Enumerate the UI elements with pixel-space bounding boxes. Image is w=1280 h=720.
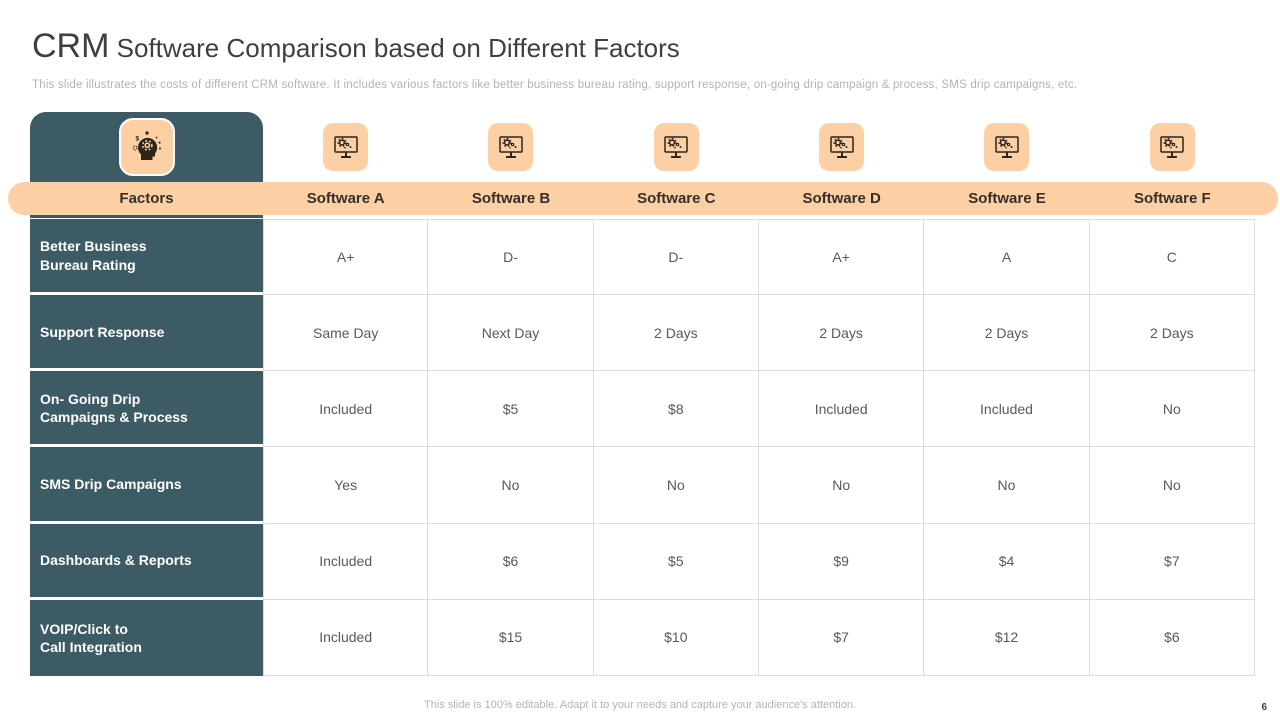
table-cell: $6 xyxy=(428,523,594,600)
factor-label: Dashboards & Reports xyxy=(30,523,263,600)
footer-note: This slide is 100% editable. Adapt it to… xyxy=(424,699,856,711)
table-cell: $12 xyxy=(924,599,1090,676)
slide-title-rest: Software Comparison based on Different F… xyxy=(109,33,680,63)
factor-label: Better Business Bureau Rating xyxy=(30,219,263,296)
table-cell: D- xyxy=(593,219,759,296)
page-number: 6 xyxy=(1261,702,1267,713)
software-monitor-icon xyxy=(495,131,527,163)
table-cell: A+ xyxy=(263,219,429,296)
table-cell: D- xyxy=(428,219,594,296)
header-band xyxy=(8,182,1278,215)
factors-column-header: Factors xyxy=(119,190,174,207)
header-icons-row xyxy=(30,112,1255,182)
software-monitor-icon xyxy=(330,131,362,163)
table-cell: 2 Days xyxy=(758,295,925,372)
software-column-header-6: Software F xyxy=(1133,190,1211,207)
software-column-header-1: Software A xyxy=(306,190,385,207)
table-cell: 2 Days xyxy=(593,295,759,372)
slide-title-emphasis: CRM xyxy=(32,27,110,65)
factors-icon-box xyxy=(118,118,175,176)
table-cell: Next Day xyxy=(428,295,594,372)
table-cell: $7 xyxy=(1089,523,1255,600)
table-cell: Included xyxy=(263,523,429,600)
software-monitor-icon xyxy=(991,131,1023,163)
table-cell: $6 xyxy=(1089,599,1255,676)
factor-label: SMS Drip Campaigns xyxy=(30,447,263,524)
table-cell: Included xyxy=(924,371,1090,448)
software-column-header-5: Software E xyxy=(968,190,1046,207)
header-labels-row: Factors Software A Software B Software C Sof… xyxy=(30,182,1255,215)
software-icon-box-3 xyxy=(653,123,699,171)
table-cell: 2 Days xyxy=(924,295,1090,372)
table-cell: Yes xyxy=(263,447,429,524)
table-cell: Included xyxy=(263,599,429,676)
table-cell: $4 xyxy=(924,523,1090,600)
software-icon-box-2 xyxy=(488,123,534,171)
factor-label: Support Response xyxy=(30,295,263,372)
table-cell: A+ xyxy=(758,219,925,296)
idea-head-icon xyxy=(129,129,165,165)
software-monitor-icon xyxy=(660,131,692,163)
software-monitor-icon xyxy=(1156,131,1188,163)
slide-title: CRM Software Comparison based on Differe… xyxy=(32,27,680,66)
table-cell: $15 xyxy=(428,599,594,676)
software-icon-box-5 xyxy=(984,123,1030,171)
table-cell: $7 xyxy=(758,599,925,676)
table-cell: Same Day xyxy=(263,295,429,372)
software-column-header-3: Software C xyxy=(637,190,716,207)
table-cell: $5 xyxy=(428,371,594,448)
table-cell: No xyxy=(428,447,594,524)
table-cell: 2 Days xyxy=(1089,295,1255,372)
table-cell: No xyxy=(1089,371,1255,448)
table-cell: C xyxy=(1089,219,1255,296)
software-icon-box-1 xyxy=(323,123,369,171)
table-cell: $10 xyxy=(593,599,759,676)
software-icon-box-4 xyxy=(819,123,865,171)
software-column-header-2: Software B xyxy=(471,190,551,207)
slide-subtitle: This slide illustrates the costs of diff… xyxy=(32,79,1078,91)
table-cell: Included xyxy=(263,371,429,448)
table-cell: Included xyxy=(758,371,925,448)
table-cell: No xyxy=(1089,447,1255,524)
table-cell: $5 xyxy=(593,523,759,600)
comparison-table: Better Business Bureau Rating A+ D- D- A+ A C S… xyxy=(30,219,1255,676)
table-cell: No xyxy=(924,447,1090,524)
software-column-header-4: Software D xyxy=(802,190,881,207)
software-monitor-icon xyxy=(826,131,858,163)
table-cell: $8 xyxy=(593,371,759,448)
table-cell: No xyxy=(758,447,925,524)
table-cell: No xyxy=(593,447,759,524)
table-cell: $9 xyxy=(758,523,925,600)
factor-label: VOIP/Click to Call Integration xyxy=(30,599,263,676)
software-icon-box-6 xyxy=(1149,123,1195,171)
factor-label: On- Going Drip Campaigns & Process xyxy=(30,371,263,448)
table-cell: A xyxy=(924,219,1090,296)
